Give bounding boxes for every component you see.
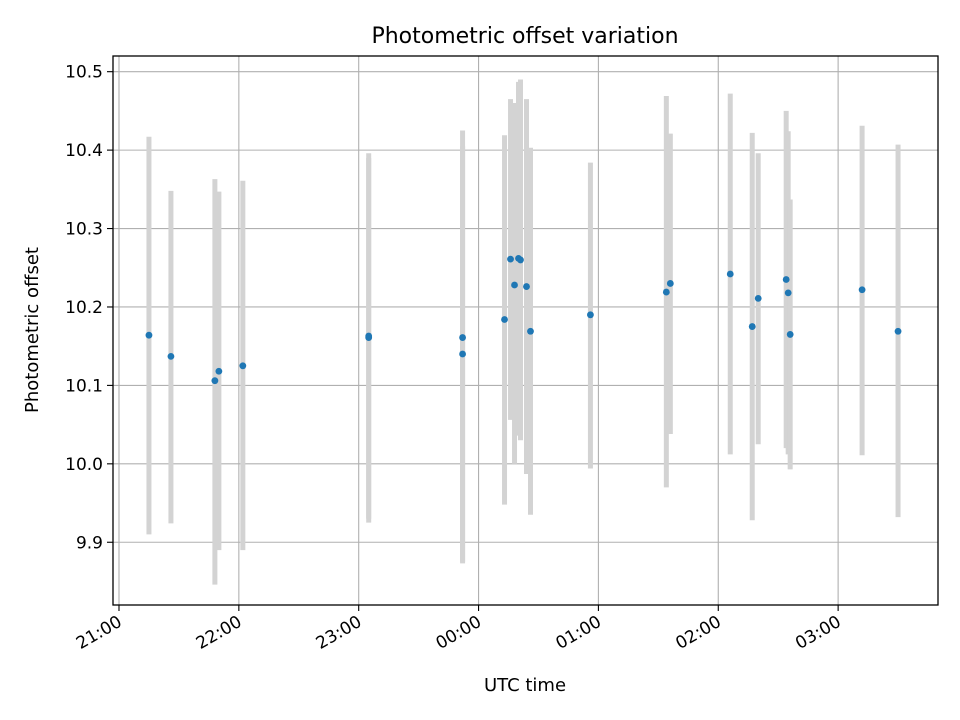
data-point (754, 294, 762, 302)
data-point (459, 350, 466, 358)
data-point (894, 327, 902, 335)
y-axis-label: Photometric offset (22, 247, 43, 413)
data-point (215, 367, 223, 375)
y-tick-label: 10.0 (65, 455, 103, 475)
data-point (748, 323, 756, 330)
data-point (365, 334, 373, 341)
data-point (239, 362, 247, 370)
data-point (784, 289, 792, 297)
data-point (511, 281, 518, 289)
data-point (459, 334, 466, 341)
data-point (587, 311, 594, 319)
data-point (782, 276, 790, 283)
data-point (523, 283, 530, 290)
y-tick-label: 9.9 (76, 533, 103, 553)
plot-frame (112, 55, 939, 606)
y-tick-label: 10.1 (65, 376, 103, 396)
y-axis: 9.9 10.0 10.1 10.2 10.3 10.4 10.5 (65, 63, 113, 553)
data-point (211, 377, 219, 385)
y-tick-label: 10.3 (65, 220, 103, 240)
data-point (666, 280, 674, 287)
data-point (507, 255, 514, 263)
data-points (145, 254, 902, 385)
y-tick-label: 10.4 (65, 141, 103, 161)
data-point (858, 286, 866, 294)
data-point (501, 316, 508, 323)
x-axis-label: UTC time (484, 675, 566, 696)
data-point (662, 288, 670, 296)
chart-title: Photometric offset variation (371, 24, 678, 49)
data-point (167, 352, 175, 360)
data-point (145, 331, 153, 339)
data-point (527, 327, 534, 335)
data-point (517, 256, 524, 264)
y-tick-label: 10.5 (65, 63, 103, 83)
y-tick-label: 10.2 (65, 298, 103, 318)
data-point (786, 331, 794, 338)
data-point (726, 270, 734, 278)
